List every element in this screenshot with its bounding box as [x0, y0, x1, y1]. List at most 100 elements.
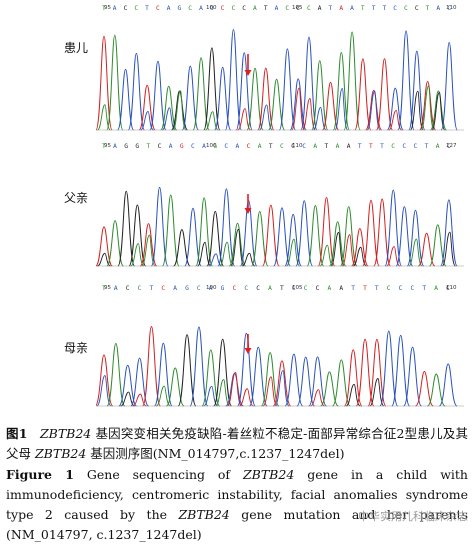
mutation-arrow-head-icon	[244, 70, 252, 76]
mutation-arrow-head-icon	[244, 348, 252, 354]
sequence-letter: A	[114, 285, 118, 292]
chromatogram-secondary-peak	[172, 90, 187, 131]
chromatogram-peak	[201, 349, 221, 407]
sequence-letter: T	[102, 143, 106, 150]
sequence-letter: A	[436, 5, 440, 12]
chromatogram-secondary-peak	[302, 98, 316, 131]
caption-cn-text-1: 基因突变相关免疫缺陷-着丝粒不稳定-面部异常综合征2型患儿及其父母	[6, 426, 469, 461]
chromatogram-peak	[300, 36, 318, 131]
chromatogram-peak	[295, 200, 314, 267]
sequence-position-number: 100	[206, 285, 217, 291]
chromatogram-peak	[428, 224, 447, 267]
sequence-letter: C	[156, 5, 160, 12]
sequence-letter: A	[113, 5, 117, 12]
chromatogram-peak	[161, 194, 180, 267]
sequence-letter: C	[399, 285, 403, 292]
sequence-position-number: 110	[446, 5, 457, 11]
chromatogram-secondary-peak	[334, 88, 349, 131]
chromatogram-patient: T A C C T C A G C A G C C C A T A C C C A T A A T T T C C C T A C 95 100 10…	[96, 2, 464, 142]
chromatogram-peak	[195, 197, 213, 267]
sequence-letter: T	[280, 285, 284, 292]
chromatogram-secondary-peak	[319, 244, 334, 267]
sequence-position-number: 100	[206, 5, 217, 11]
sequence-letter: C	[138, 285, 142, 292]
chromatogram-secondary-peak	[215, 379, 231, 407]
sequence-letter: G	[221, 285, 225, 292]
sequence-letter: C	[446, 285, 450, 292]
sequence-letter: T	[149, 285, 153, 292]
sequence-letter: A	[327, 285, 331, 292]
chromatogram-secondary-peak	[286, 238, 301, 267]
panel-label-father: 父亲	[64, 191, 89, 205]
chromatogram-peak	[328, 221, 347, 267]
chromatogram-secondary-peak	[97, 252, 111, 267]
sequence-letter: A	[236, 143, 240, 150]
chromatogram-secondary-peak	[369, 378, 385, 407]
caption-en-gene: ZBTB24	[242, 467, 295, 482]
sequence-letter: G	[210, 5, 214, 12]
chromatogram-peak	[228, 222, 247, 267]
sequence-letter: A	[113, 143, 117, 150]
chromatogram-peak	[384, 189, 403, 267]
sequence-position-number: 110	[446, 285, 457, 291]
chromatogram-secondary-peak	[274, 370, 290, 407]
sequence-letter: T	[422, 285, 426, 292]
chromatogram-peak	[278, 48, 296, 131]
chromatogram-peak	[128, 204, 147, 267]
chromatogram-peak	[192, 57, 210, 131]
chromatogram-secondary-peak	[366, 90, 381, 131]
chromatogram-secondary-peak	[203, 385, 219, 407]
chromatogram-peak	[317, 196, 336, 267]
chromatogram-peak	[397, 30, 415, 131]
chromatogram-peak	[150, 186, 169, 267]
sequence-letter: C	[292, 285, 296, 292]
sequence-letter: C	[233, 285, 237, 292]
sequence-letter: C	[197, 285, 201, 292]
chromatogram-father-svg: T A G G T C A G C A G C A C A T C C C A T A A T T T C C C T A C95 100 110…	[96, 143, 464, 267]
chromatogram-peak	[160, 85, 178, 131]
chromatogram-secondary-peak	[341, 234, 356, 267]
chromatogram-peak	[320, 371, 339, 407]
sequence-letter: A	[339, 5, 343, 12]
chromatogram-peak	[257, 67, 275, 131]
chromatogram-peak	[284, 353, 304, 407]
sequence-position-number: 95	[104, 143, 111, 149]
sequence-letter: A	[339, 285, 343, 292]
chromatogram-peak	[165, 367, 185, 407]
sequence-letter: T	[358, 143, 362, 150]
chromatogram-secondary-peak	[420, 85, 435, 131]
chromatogram-patient-svg: T A C C T C A G C A G C C C A T A C C C A T A A T T T C C C T A C95 100 10…	[96, 5, 464, 131]
chromatogram-peak	[306, 205, 325, 267]
chromatogram-peak	[206, 210, 225, 267]
sequence-letter: T	[264, 5, 268, 12]
chromatogram-peak	[408, 50, 426, 131]
chromatogram-secondary-peak	[345, 383, 361, 407]
sequence-letter: T	[372, 5, 376, 12]
chromatogram-mother-svg: T A C C T C A G C A G C C C A T C C C A A T T T C C C T A C95 100 105 11…	[96, 285, 464, 407]
sequence-letter: C	[316, 285, 320, 292]
sequence-letter: C	[447, 5, 451, 12]
sequence-letter: C	[415, 5, 419, 12]
chromatogram-secondary-peak	[162, 107, 176, 131]
sequence-letter: A	[318, 5, 322, 12]
chromatogram-secondary-peak	[120, 391, 136, 407]
chromatogram-peak	[142, 326, 161, 407]
sequence-letter: T	[351, 285, 355, 292]
sequence-position-number: 95	[104, 285, 111, 291]
chromatogram-secondary-peak	[386, 246, 401, 267]
sequence-letter: C	[280, 143, 284, 150]
sequence-letter: A	[253, 5, 257, 12]
chromatogram-peak	[395, 206, 414, 267]
chromatogram-secondary-peak	[313, 107, 327, 131]
sequence-position-number: 105	[292, 285, 303, 291]
sequence-letter: C	[256, 285, 260, 292]
sequence-letter: C	[224, 143, 228, 150]
sequence-letter: G	[180, 143, 184, 150]
sequence-letter: C	[285, 5, 289, 12]
chromatogram-peak	[354, 58, 372, 131]
chromatogram-secondary-peak	[226, 371, 243, 407]
chromatogram-peak	[343, 349, 363, 407]
sequence-letter: C	[188, 5, 192, 12]
chromatogram-peak	[139, 223, 158, 267]
